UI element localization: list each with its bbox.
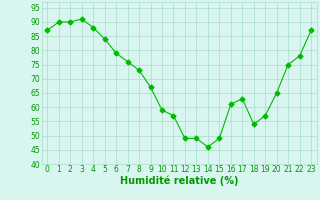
X-axis label: Humidité relative (%): Humidité relative (%) (120, 176, 238, 186)
